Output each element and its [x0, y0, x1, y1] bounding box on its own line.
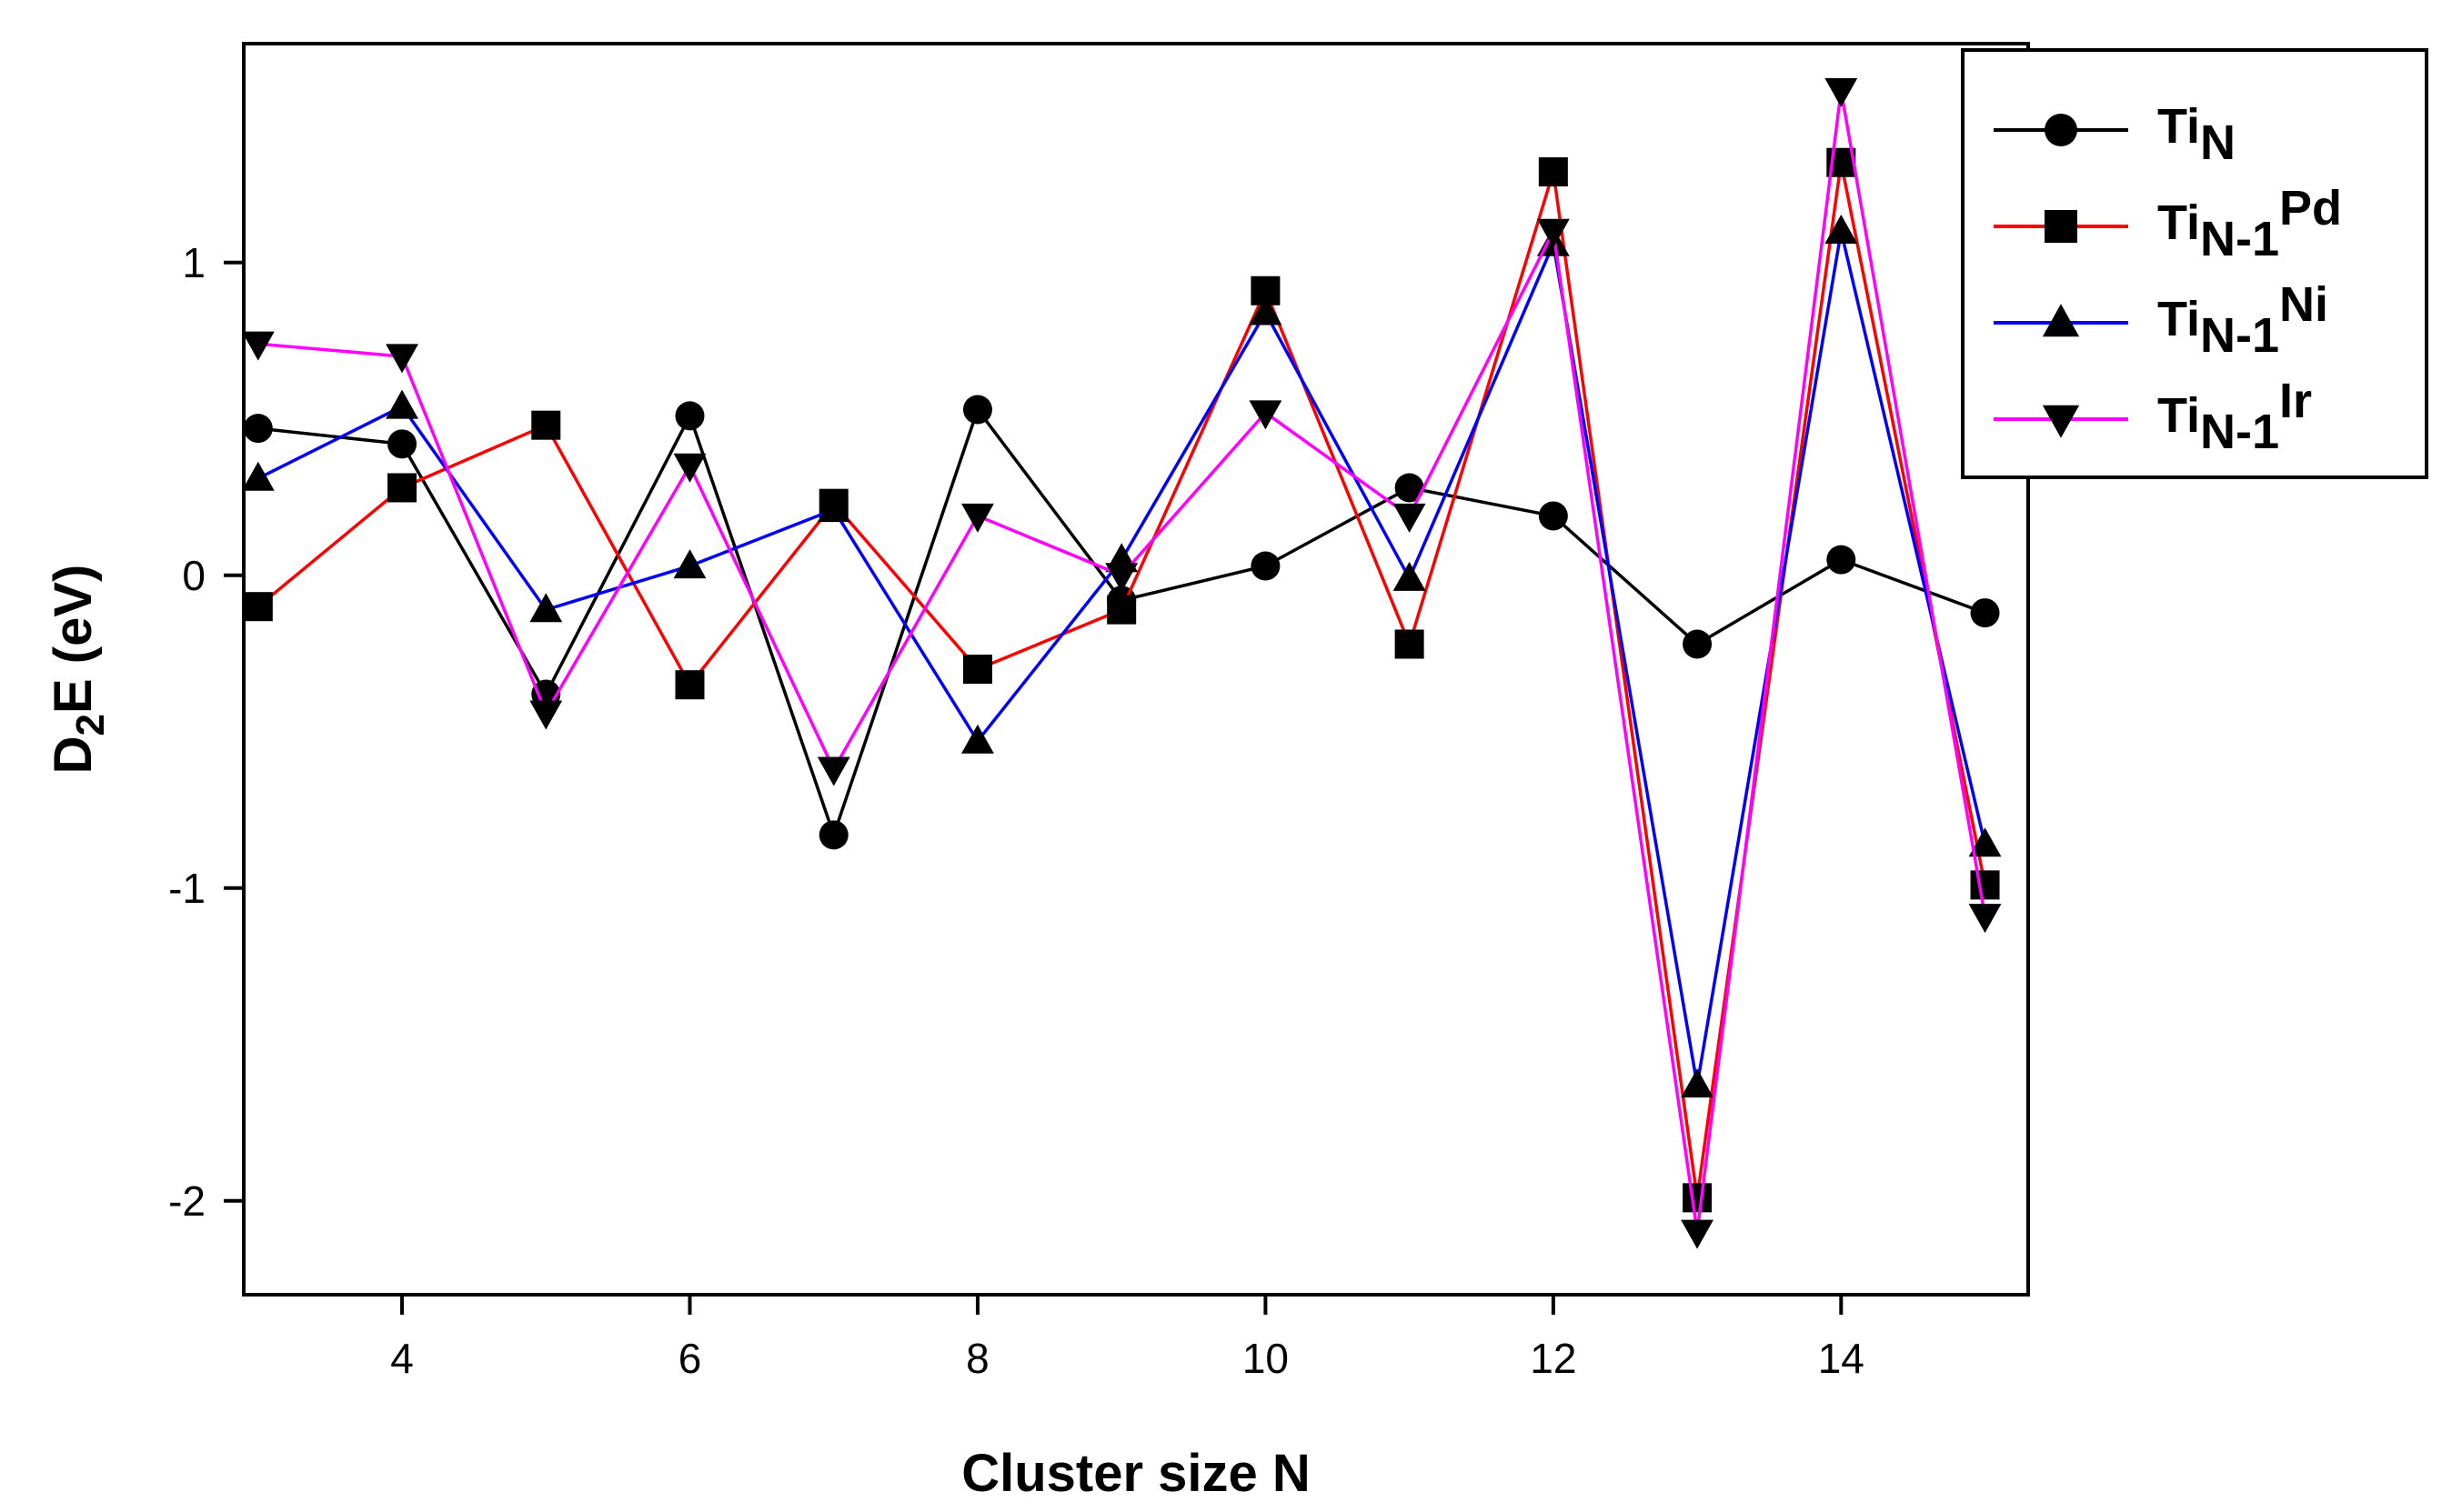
legend: TiN TiN-1Pd TiN-1Ni TiN-1Ir: [1961, 48, 2428, 479]
data-point: [1683, 1183, 1713, 1213]
x-tick-label: 14: [1818, 1335, 1864, 1382]
data-point: [817, 493, 850, 523]
data-point: [1251, 551, 1281, 581]
data-point: [1968, 827, 2002, 857]
data-point: [386, 344, 418, 374]
data-point: [961, 724, 994, 754]
series-TiN: [243, 395, 2000, 850]
y-tick-label: -1: [168, 865, 206, 912]
data-point: [1394, 473, 1424, 503]
data-point: [675, 670, 705, 700]
data-point: [241, 461, 275, 491]
data-point: [1249, 295, 1282, 325]
data-point: [243, 592, 273, 622]
x-axis-title: Cluster size N: [961, 1444, 1311, 1503]
data-point: [1538, 157, 1568, 187]
data-point: [819, 820, 849, 850]
data-point: [241, 331, 275, 361]
data-point: [1970, 870, 2000, 900]
x-tick-label: 10: [1242, 1335, 1289, 1382]
data-point: [1392, 503, 1426, 533]
data-point: [673, 453, 707, 483]
data-point: [962, 655, 992, 684]
y-axis-title-main: D: [44, 736, 103, 774]
legend-marker: [2042, 405, 2080, 438]
x-tick-label: 6: [678, 1335, 702, 1382]
legend-label: TiN: [2157, 99, 2236, 170]
y-axis-title-sub: 2: [68, 714, 113, 736]
data-point: [1681, 1219, 1714, 1249]
x-tick-label: 12: [1530, 1335, 1576, 1382]
x-tick-label: 4: [390, 1335, 414, 1382]
legend-items: TiN TiN-1Pd TiN-1Ni TiN-1Ir: [1994, 99, 2342, 459]
y-axis-title: D2E (eV): [44, 565, 113, 775]
data-point: [529, 593, 563, 623]
data-point: [1824, 215, 1858, 244]
series-line: [257, 231, 1987, 1086]
series-TiN-1Ni: [241, 215, 2002, 1098]
data-point: [531, 410, 561, 440]
data-point: [387, 473, 417, 503]
series-line: [256, 162, 1987, 1198]
data-point: [962, 395, 992, 425]
y-tick-label: 0: [182, 552, 206, 599]
series-layer: [241, 78, 2002, 1249]
legend-item: TiN: [1994, 99, 2236, 170]
legend-label: TiN-1Ni: [2157, 277, 2328, 363]
series-TiN-1Ir: [241, 78, 2002, 1249]
data-point: [1105, 563, 1139, 593]
legend-item: TiN-1Ir: [1994, 374, 2312, 459]
data-point: [1392, 561, 1426, 591]
legend-item: TiN-1Pd: [1994, 181, 2342, 266]
data-point: [243, 414, 273, 444]
data-point: [1824, 78, 1858, 107]
series-TiN-1Pd: [243, 147, 2000, 1213]
x-tick-label: 8: [966, 1335, 990, 1382]
legend-item: TiN-1Ni: [1994, 277, 2328, 363]
data-point: [1536, 218, 1570, 248]
data-point: [1681, 1068, 1714, 1098]
y-tick-label: 1: [182, 239, 206, 286]
legend-marker: [2042, 304, 2080, 337]
y-tick-label: -2: [168, 1177, 206, 1225]
data-point: [1249, 400, 1282, 430]
data-point: [817, 756, 850, 786]
data-point: [961, 503, 994, 533]
data-point: [1683, 629, 1713, 659]
legend-box: [1961, 48, 2428, 479]
data-point: [1968, 904, 2002, 934]
data-point: [1394, 629, 1424, 659]
data-point: [387, 429, 417, 459]
data-point: [1970, 598, 2000, 628]
legend-label: TiN-1Ir: [2157, 374, 2312, 459]
legend-label: TiN-1Pd: [2157, 181, 2342, 266]
x-axis-ticks: 4 6 8 10 12 14: [390, 1295, 1864, 1382]
series-line: [257, 90, 1987, 1233]
data-point: [529, 700, 563, 730]
data-point: [1107, 595, 1137, 625]
y-axis-ticks: 1 0 -1 -2: [168, 239, 244, 1225]
data-point: [1826, 545, 1856, 575]
data-point: [386, 389, 418, 419]
y-axis-title-rest: E (eV): [44, 565, 103, 714]
legend-marker: [2045, 210, 2077, 243]
plot-frame: [242, 42, 2030, 1297]
data-point: [673, 549, 707, 579]
data-point: [675, 401, 705, 431]
legend-marker: [2045, 114, 2077, 146]
data-point: [1538, 501, 1568, 531]
